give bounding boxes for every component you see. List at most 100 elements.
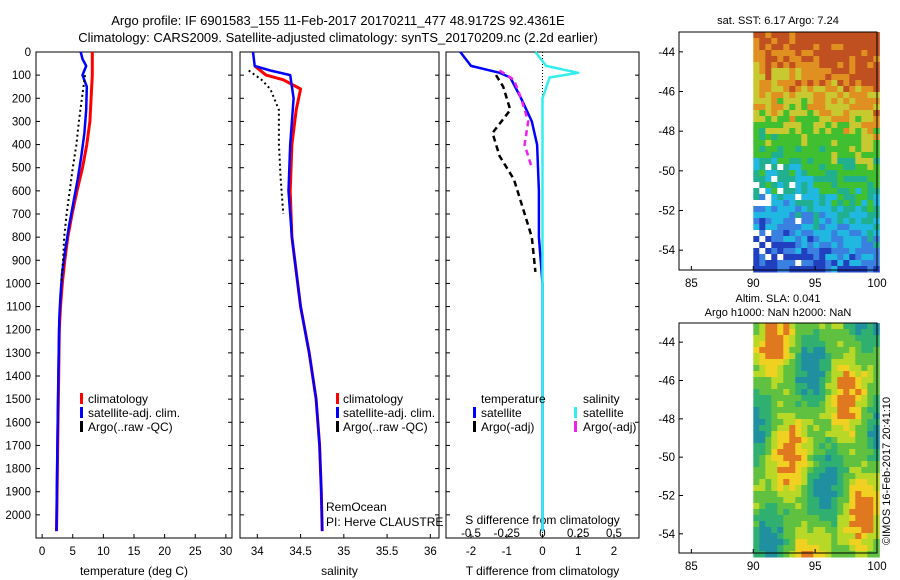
map-cell [831, 62, 838, 69]
map-cell [789, 134, 796, 141]
map-cell [813, 194, 820, 201]
map-cell [867, 425, 874, 432]
map-cell [837, 485, 844, 492]
map-cell [843, 116, 850, 123]
map-cell [753, 56, 760, 63]
map-cell [843, 407, 850, 414]
map-cell [837, 170, 844, 177]
map-cell [855, 176, 862, 183]
map-cell [855, 92, 862, 99]
map-cell [795, 74, 802, 81]
map-cell [759, 200, 766, 207]
map-cell [807, 551, 814, 558]
map-cell [765, 134, 772, 141]
map-cell [843, 383, 850, 390]
map-cell [831, 182, 838, 189]
map-cell [801, 146, 808, 153]
map-cell [807, 485, 814, 492]
map-cell [801, 389, 808, 396]
map-cell [813, 473, 820, 480]
map-cell [855, 383, 862, 390]
map-cell [831, 230, 838, 237]
map-cell [795, 116, 802, 123]
map-cell [819, 323, 826, 330]
map-cell [855, 335, 862, 342]
map-cell [861, 122, 868, 129]
map-cell [765, 146, 772, 153]
map-cell [861, 383, 868, 390]
map-cell [831, 248, 838, 255]
map-cell [777, 194, 784, 201]
map-cell [867, 122, 874, 129]
map-cell [843, 104, 850, 111]
map-cell [801, 164, 808, 171]
map-cell [813, 443, 820, 450]
map-cell [813, 431, 820, 438]
y-tick-label: 200 [12, 93, 31, 105]
map-cell [855, 347, 862, 354]
map-cell [867, 377, 874, 384]
map-cell [813, 515, 820, 522]
map-cell [801, 323, 808, 330]
x2-tick-label: 0 [539, 528, 545, 540]
map-cell [831, 353, 838, 360]
map-cell [819, 449, 826, 456]
map-cell [813, 491, 820, 498]
map-cell [831, 551, 838, 558]
map-cell [759, 413, 766, 420]
map-cell [861, 62, 868, 69]
map-cell [819, 32, 826, 39]
map-cell [777, 128, 784, 135]
map-cell [843, 491, 850, 498]
map-cell [843, 395, 850, 402]
x2-tick-label: -0.5 [461, 528, 481, 540]
map-cell [855, 395, 862, 402]
map-cell [801, 413, 808, 420]
map-cell [837, 134, 844, 141]
map-cell [795, 170, 802, 177]
map-cell [765, 32, 772, 39]
map-cell [861, 455, 868, 462]
map-cell [783, 503, 790, 510]
map-cell [831, 347, 838, 354]
map-cell [789, 323, 796, 330]
map-cell [807, 497, 814, 504]
map-cell [831, 122, 838, 129]
legend-label-s-satellite: satellite [583, 406, 624, 420]
map-cell [789, 260, 796, 267]
map-cell [801, 230, 808, 237]
map-cell [813, 50, 820, 57]
map-cell [777, 134, 784, 141]
map-cell [855, 104, 862, 111]
map-cell [831, 455, 838, 462]
map-cell [825, 74, 832, 81]
map-cell [813, 503, 820, 510]
map-cell [807, 473, 814, 480]
map-cell [807, 212, 814, 219]
map-cell [849, 401, 856, 408]
map-cell [795, 56, 802, 63]
map-cell [825, 365, 832, 372]
map-cell [789, 407, 796, 414]
map-cell [759, 365, 766, 372]
map-cell [855, 188, 862, 195]
map-cell [777, 545, 784, 552]
map-cell [783, 533, 790, 540]
map-cell [777, 491, 784, 498]
map-cell [837, 212, 844, 219]
map-cell [843, 377, 850, 384]
map-cell [813, 206, 820, 213]
map-y-tick-label: -48 [658, 414, 675, 426]
map-cell [813, 455, 820, 462]
map-cell [783, 383, 790, 390]
map-cell [837, 128, 844, 135]
map-cell [771, 146, 778, 153]
map-cell [771, 521, 778, 528]
map-cell [777, 521, 784, 528]
map-cell [813, 122, 820, 129]
map-cell [837, 533, 844, 540]
map-cell [867, 170, 874, 177]
map-cell [867, 116, 874, 123]
map-x-tick-label: 95 [809, 278, 822, 290]
map-cell [759, 539, 766, 546]
